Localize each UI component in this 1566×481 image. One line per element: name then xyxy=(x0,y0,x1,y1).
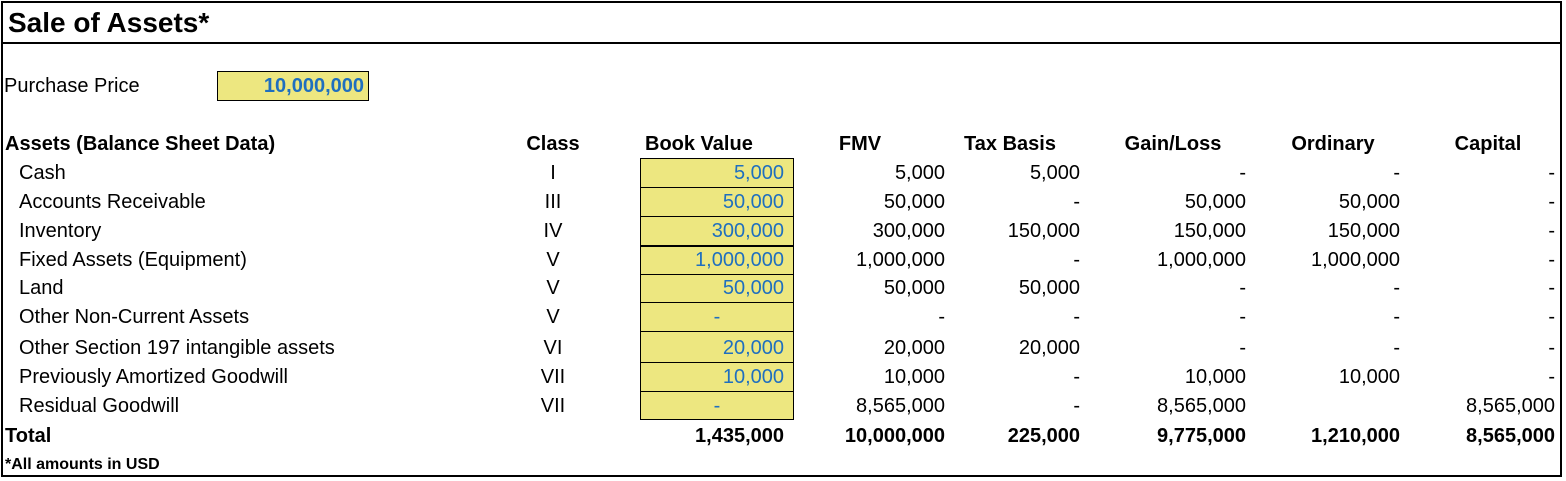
capital-cell: - xyxy=(1548,220,1555,242)
fmv-cell: 300,000 xyxy=(872,220,945,242)
asset-class: V xyxy=(546,277,560,299)
gain-loss-cell: - xyxy=(1239,337,1246,359)
gain-loss-cell: 8,565,000 xyxy=(1157,395,1246,417)
asset-name: Previously Amortized Goodwill xyxy=(19,366,288,388)
ordinary-cell: 50,000 xyxy=(1338,191,1400,213)
book-value-cell[interactable]: 50,000 xyxy=(722,191,784,213)
tax-basis-cell: 150,000 xyxy=(1007,220,1080,242)
asset-name: Inventory xyxy=(19,220,102,242)
purchase-price-input[interactable]: 10,000,000 xyxy=(217,71,369,101)
book-value-cell[interactable]: 20,000 xyxy=(722,337,784,359)
total-fmv: 10,000,000 xyxy=(844,425,945,447)
gain-loss-cell: 150,000 xyxy=(1173,220,1246,242)
ordinary-cell: 150,000 xyxy=(1327,220,1400,242)
header-assets: Assets (Balance Sheet Data) xyxy=(5,133,276,155)
page-title: Sale of Assets* xyxy=(8,7,210,38)
book-value-input-column xyxy=(640,158,794,420)
asset-class: I xyxy=(550,162,556,184)
gain-loss-cell: - xyxy=(1239,306,1246,328)
total-book-value: 1,435,000 xyxy=(695,425,784,447)
ordinary-cell: 10,000 xyxy=(1338,366,1400,388)
fmv-cell: 20,000 xyxy=(883,337,945,359)
fmv-cell: 50,000 xyxy=(883,191,945,213)
asset-class: V xyxy=(546,249,560,271)
ordinary-cell: 1,000,000 xyxy=(1311,249,1400,271)
fmv-cell: 1,000,000 xyxy=(856,249,945,271)
tax-basis-cell: 5,000 xyxy=(1029,162,1080,184)
fmv-cell: 5,000 xyxy=(894,162,945,184)
tax-basis-cell: - xyxy=(1073,249,1080,271)
ordinary-cell: - xyxy=(1393,277,1400,299)
gain-loss-cell: - xyxy=(1239,162,1246,184)
tax-basis-cell: - xyxy=(1073,366,1080,388)
fmv-cell: - xyxy=(938,306,945,328)
book-value-cell[interactable]: - xyxy=(713,306,721,328)
asset-name: Other Non-Current Assets xyxy=(19,306,250,328)
purchase-price-value: 10,000,000 xyxy=(263,75,364,97)
tax-basis-cell: - xyxy=(1073,306,1080,328)
asset-name: Accounts Receivable xyxy=(19,191,206,213)
gain-loss-cell: 10,000 xyxy=(1184,366,1246,388)
header-gain-loss: Gain/Loss xyxy=(1124,133,1222,155)
purchase-price-label: Purchase Price xyxy=(4,75,140,97)
ordinary-cell: - xyxy=(1393,337,1400,359)
header-capital: Capital xyxy=(1454,133,1522,155)
total-capital: 8,565,000 xyxy=(1466,425,1555,447)
asset-name: Cash xyxy=(19,162,66,184)
capital-cell: - xyxy=(1548,191,1555,213)
header-tax-basis: Tax Basis xyxy=(964,133,1056,155)
asset-name: Fixed Assets (Equipment) xyxy=(19,249,247,271)
gain-loss-cell: - xyxy=(1239,277,1246,299)
tax-basis-cell: 50,000 xyxy=(1018,277,1080,299)
book-value-cell[interactable]: 300,000 xyxy=(711,220,784,242)
asset-class: III xyxy=(544,191,562,213)
gain-loss-cell: 1,000,000 xyxy=(1157,249,1246,271)
capital-cell: 8,565,000 xyxy=(1466,395,1555,417)
capital-cell: - xyxy=(1548,337,1555,359)
total-gain-loss: 9,775,000 xyxy=(1157,425,1246,447)
asset-class: VII xyxy=(540,366,566,388)
total-tax-basis: 225,000 xyxy=(1007,425,1080,447)
gain-loss-cell: 50,000 xyxy=(1184,191,1246,213)
book-value-cell[interactable]: 10,000 xyxy=(722,366,784,388)
total-ordinary: 1,210,000 xyxy=(1311,425,1400,447)
book-value-cell[interactable]: - xyxy=(713,395,721,417)
capital-cell: - xyxy=(1548,249,1555,271)
asset-class: IV xyxy=(543,220,563,242)
total-label: Total xyxy=(5,425,52,447)
book-value-cell[interactable]: 50,000 xyxy=(722,277,784,299)
capital-cell: - xyxy=(1548,277,1555,299)
title-bar: Sale of Assets* xyxy=(3,3,1560,44)
book-value-cell[interactable]: 1,000,000 xyxy=(695,249,784,271)
ordinary-cell: - xyxy=(1393,306,1400,328)
fmv-cell: 50,000 xyxy=(883,277,945,299)
asset-class: V xyxy=(546,306,560,328)
book-value-cell[interactable]: 5,000 xyxy=(733,162,784,184)
fmv-cell: 8,565,000 xyxy=(856,395,945,417)
header-fmv: FMV xyxy=(838,133,882,155)
header-ordinary: Ordinary xyxy=(1291,133,1375,155)
ordinary-cell: - xyxy=(1393,162,1400,184)
capital-cell: - xyxy=(1548,162,1555,184)
capital-cell: - xyxy=(1548,366,1555,388)
asset-name: Residual Goodwill xyxy=(19,395,180,417)
asset-name: Other Section 197 intangible assets xyxy=(19,337,335,359)
capital-cell: - xyxy=(1548,306,1555,328)
asset-class: VI xyxy=(543,337,563,359)
header-book-value: Book Value xyxy=(645,133,753,155)
tax-basis-cell: 20,000 xyxy=(1018,337,1080,359)
asset-class: VII xyxy=(540,395,566,417)
tax-basis-cell: - xyxy=(1073,395,1080,417)
tax-basis-cell: - xyxy=(1073,191,1080,213)
fmv-cell: 10,000 xyxy=(883,366,945,388)
header-class: Class xyxy=(526,133,580,155)
asset-name: Land xyxy=(19,277,64,299)
footnote: *All amounts in USD xyxy=(5,456,160,473)
